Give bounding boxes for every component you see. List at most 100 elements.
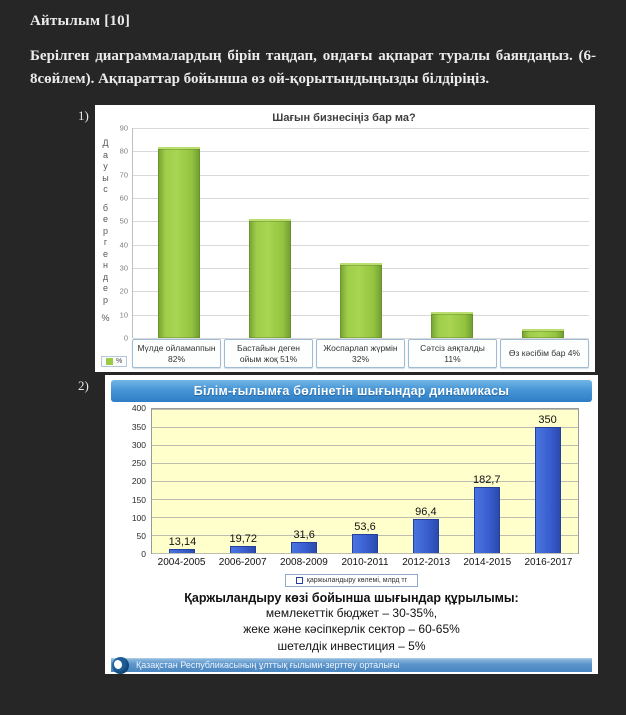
ylabel-char: р bbox=[102, 225, 108, 236]
bar bbox=[534, 427, 561, 554]
y-tick-label: 40 bbox=[119, 240, 128, 250]
bar bbox=[291, 541, 318, 554]
note-line: жеке және кәсіпкерлік сектор – 60-65% bbox=[243, 622, 460, 637]
chart1-y-axis-ticks: 90 80 70 60 50 40 30 20 10 0 bbox=[112, 124, 132, 343]
chart2-x-axis-labels: 2004-2005 2006-2007 2008-2009 2010-2011 2012… bbox=[151, 557, 592, 568]
y-tick-label: 70 bbox=[119, 170, 128, 180]
y-tick-label: 90 bbox=[119, 123, 128, 133]
gridline bbox=[133, 221, 589, 223]
gridline bbox=[133, 151, 589, 153]
chart2-marker: 2) bbox=[78, 378, 89, 394]
source-footer-text: Қазақстан Республикасының ұлттық ғылыми-… bbox=[136, 659, 400, 670]
bar-value-label: 350 bbox=[538, 414, 557, 427]
source-footer-bar: Қазақстан Республикасының ұлттық ғылыми-… bbox=[111, 656, 592, 674]
chart2-plot-area: 400 350 300 250 200 150 100 50 0 13,14 19,72 31,6 5… bbox=[111, 403, 592, 559]
ylabel-char: н bbox=[103, 260, 108, 270]
y-tick-label: 10 bbox=[119, 310, 128, 320]
category-label: Бастайын деген ойым жоқ 51% bbox=[224, 339, 313, 369]
ylabel-char: р bbox=[102, 294, 108, 305]
bar-slot bbox=[224, 128, 315, 338]
y-tick-label: 60 bbox=[119, 193, 128, 203]
gridline bbox=[133, 338, 589, 339]
bar bbox=[412, 518, 439, 554]
note-line: шетелдік инвестиция – 5% bbox=[277, 638, 426, 653]
bar-slot: 31,6 bbox=[274, 409, 335, 554]
gridline bbox=[152, 445, 578, 447]
ylabel-char: ы bbox=[102, 172, 109, 183]
gridline bbox=[152, 409, 578, 411]
chart2-plot: 13,14 19,72 31,6 53,6 96,4 182,7 350 bbox=[151, 408, 579, 555]
legend-swatch-icon bbox=[106, 358, 113, 366]
y-tick-label: 0 bbox=[123, 333, 128, 343]
chart2-panel: Білім-ғылымға бөлінетін шығындар динамик… bbox=[105, 375, 598, 674]
y-tick-label: 20 bbox=[119, 286, 128, 296]
bar bbox=[522, 328, 565, 338]
ylabel-char: Д bbox=[102, 138, 109, 148]
legend-swatch-icon bbox=[295, 577, 303, 585]
category-label: Сәтсіз аяқталды 11% bbox=[408, 339, 497, 369]
y-tick-label: 0 bbox=[141, 549, 146, 560]
note-line: мемлекеттік бюджет – 30-35%, bbox=[265, 606, 438, 621]
ylabel-char: б bbox=[102, 202, 109, 213]
y-tick-label: 150 bbox=[131, 494, 146, 505]
y-tick-label: 350 bbox=[131, 421, 146, 432]
chart1-plot bbox=[132, 128, 589, 339]
ylabel-char: % bbox=[101, 313, 110, 323]
bar-slot: 13,14 bbox=[152, 409, 213, 554]
notes-title: Қаржыландыру көзі бойынша шығындар құрыл… bbox=[184, 591, 519, 606]
bar-value-label: 19,72 bbox=[229, 533, 258, 546]
gridline bbox=[152, 427, 578, 429]
bar bbox=[230, 546, 257, 554]
bar-slot bbox=[315, 128, 406, 338]
category-label: Жоспарлап жүрмін 32% bbox=[316, 339, 405, 369]
bar-value-label: 96,4 bbox=[415, 505, 437, 518]
gridline bbox=[152, 463, 578, 465]
gridline bbox=[152, 481, 578, 483]
task-instructions: Берілген диаграммалардың бірін таңдап, о… bbox=[30, 48, 596, 87]
bar-value-label: 182,7 bbox=[472, 474, 501, 487]
bar-value-label: 31,6 bbox=[293, 528, 315, 541]
bar-slot bbox=[498, 128, 589, 338]
chart2-bars: 13,14 19,72 31,6 53,6 96,4 182,7 350 bbox=[152, 409, 578, 554]
x-tick-label: 2010-2011 bbox=[341, 557, 389, 569]
y-tick-label: 80 bbox=[119, 146, 128, 156]
chart2-notes: Қаржыландыру көзі бойынша шығындар құрыл… bbox=[111, 591, 592, 654]
chart1-legend: % bbox=[101, 356, 128, 368]
ylabel-char: у bbox=[103, 161, 108, 171]
ylabel-char: е bbox=[102, 283, 108, 293]
chart2-legend: қаржыландыру көлемі, млрд тг bbox=[284, 574, 419, 588]
chart1-legend-label: % bbox=[116, 358, 123, 366]
bar bbox=[473, 487, 500, 554]
y-tick-label: 50 bbox=[119, 216, 128, 226]
y-tick-label: 250 bbox=[131, 458, 146, 468]
gridline bbox=[152, 517, 578, 519]
chart1-marker: 1) bbox=[78, 108, 89, 123]
gridline bbox=[152, 553, 578, 555]
x-tick-label: 2004-2005 bbox=[157, 557, 206, 569]
category-label: Өз кәсібім бар 4% bbox=[500, 339, 589, 369]
bar bbox=[169, 548, 196, 554]
bar-slot: 350 bbox=[517, 409, 578, 554]
bar-value-label: 53,6 bbox=[354, 520, 376, 533]
ylabel-char: г bbox=[103, 237, 108, 247]
x-tick-label: 2016-2017 bbox=[524, 557, 573, 569]
task-title: Айтылым [10] bbox=[30, 13, 131, 29]
y-tick-label: 100 bbox=[131, 512, 146, 523]
bar bbox=[248, 219, 291, 338]
bar-slot: 96,4 bbox=[395, 409, 456, 554]
gridline bbox=[133, 197, 589, 199]
x-tick-label: 2006-2007 bbox=[218, 557, 267, 569]
bar bbox=[352, 533, 378, 554]
ylabel-char: а bbox=[102, 149, 108, 160]
y-tick-label: 300 bbox=[131, 439, 146, 450]
chart2-title-banner: Білім-ғылымға бөлінетін шығындар динамик… bbox=[111, 380, 592, 403]
ylabel-char: е bbox=[102, 214, 108, 224]
chart2-legend-label: қаржыландыру көлемі, млрд тг bbox=[306, 577, 408, 585]
gridline bbox=[152, 499, 578, 501]
chart2-legend-row: қаржыландыру көлемі, млрд тг bbox=[111, 571, 592, 589]
x-tick-label: 2008-2009 bbox=[279, 557, 328, 569]
